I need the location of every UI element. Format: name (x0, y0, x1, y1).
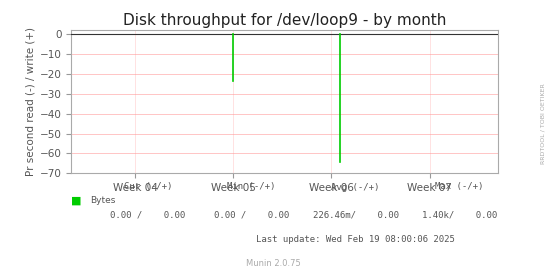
Text: Munin 2.0.75: Munin 2.0.75 (246, 260, 301, 268)
Text: ■: ■ (71, 196, 82, 206)
Y-axis label: Pr second read (-) / write (+): Pr second read (-) / write (+) (25, 27, 36, 176)
Text: Max (-/+): Max (-/+) (435, 183, 484, 191)
Text: 1.40k/    0.00: 1.40k/ 0.00 (422, 210, 497, 219)
Text: Cur (-/+): Cur (-/+) (124, 183, 172, 191)
Title: Disk throughput for /dev/loop9 - by month: Disk throughput for /dev/loop9 - by mont… (123, 13, 446, 28)
Text: 226.46m/    0.00: 226.46m/ 0.00 (312, 210, 399, 219)
Text: Last update: Wed Feb 19 08:00:06 2025: Last update: Wed Feb 19 08:00:06 2025 (256, 235, 455, 244)
Text: RRDTOOL / TOBI OETIKER: RRDTOOL / TOBI OETIKER (541, 83, 546, 164)
Text: Min (-/+): Min (-/+) (228, 183, 276, 191)
Text: Avg (-/+): Avg (-/+) (331, 183, 380, 191)
Text: 0.00 /    0.00: 0.00 / 0.00 (110, 210, 185, 219)
Text: Bytes: Bytes (90, 196, 115, 205)
Text: 0.00 /    0.00: 0.00 / 0.00 (214, 210, 289, 219)
